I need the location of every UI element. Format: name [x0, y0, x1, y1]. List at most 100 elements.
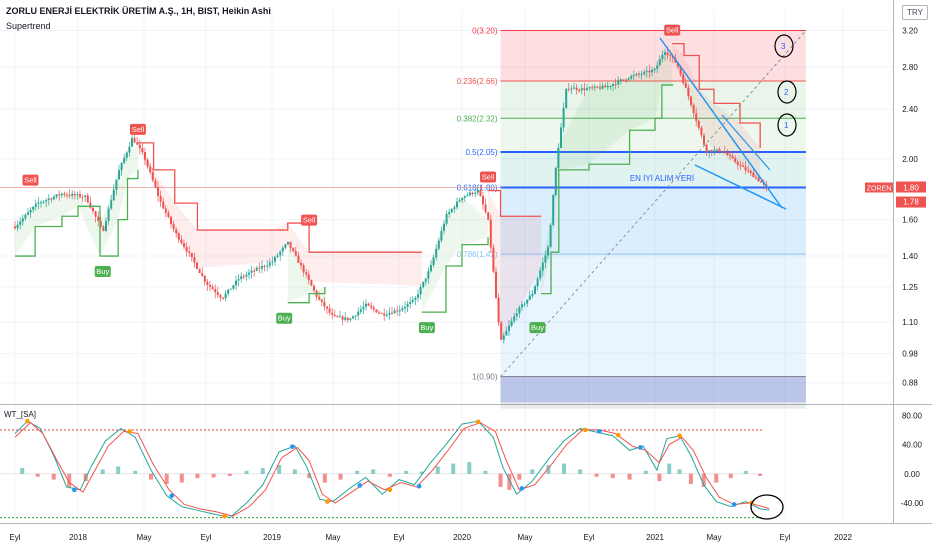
candle	[380, 313, 383, 315]
currency-button[interactable]: TRY	[902, 5, 928, 20]
candle	[479, 189, 482, 196]
candle	[570, 88, 573, 90]
candle	[263, 266, 266, 268]
cross-dot	[25, 418, 30, 424]
marker-circle	[750, 494, 784, 520]
candle	[625, 79, 627, 81]
price-tick: 0.88	[902, 379, 918, 388]
supertrend-line	[488, 189, 542, 217]
histogram-bar	[164, 473, 169, 484]
candle	[307, 274, 310, 281]
last-price-tag	[896, 181, 926, 193]
cross-dot	[677, 433, 682, 439]
candle	[606, 85, 609, 88]
candle	[185, 247, 188, 252]
candle	[593, 86, 596, 88]
fib-zone	[500, 118, 806, 153]
buy-signal: Buy	[418, 322, 435, 334]
candle	[76, 194, 79, 196]
candle	[323, 301, 326, 307]
candle	[690, 96, 692, 105]
price-tick: 2.40	[902, 105, 918, 114]
candle	[73, 193, 76, 196]
signal-label: Buy	[96, 267, 109, 276]
candle	[635, 73, 638, 76]
candle	[521, 304, 523, 308]
symbol-label: ZOREN	[867, 185, 892, 192]
candle	[580, 88, 583, 91]
candle	[388, 312, 391, 315]
cross-dot	[387, 487, 393, 493]
candle	[604, 85, 607, 88]
candle	[170, 216, 172, 225]
candle	[112, 189, 115, 201]
candle	[245, 274, 248, 277]
candle	[549, 224, 552, 248]
candle	[47, 198, 50, 201]
candle	[97, 216, 100, 222]
candle	[120, 162, 123, 171]
candle	[591, 87, 594, 89]
candle	[456, 201, 458, 208]
candle	[354, 315, 357, 317]
candle	[599, 87, 601, 89]
histogram-bar	[20, 467, 25, 474]
candle	[752, 172, 755, 178]
candle	[188, 251, 191, 253]
candle	[526, 299, 529, 304]
signal-badge	[276, 312, 293, 324]
candle	[601, 85, 604, 89]
candle	[695, 113, 698, 121]
candle	[151, 172, 154, 181]
candle	[336, 315, 339, 317]
candle	[679, 66, 682, 75]
signal-label: Buy	[531, 323, 544, 332]
candle	[393, 310, 396, 314]
candle	[42, 201, 45, 203]
histogram-bar	[179, 473, 184, 483]
candle	[729, 155, 731, 157]
price-tick: 0.98	[902, 349, 918, 358]
candle	[201, 273, 204, 276]
histogram-bar	[507, 473, 512, 490]
histogram-bar	[338, 473, 343, 480]
candle	[123, 157, 126, 163]
candle	[760, 181, 763, 183]
time-tick: 2020	[453, 533, 471, 542]
price-tick: 2.00	[902, 155, 918, 164]
marker-circle	[774, 34, 794, 58]
price-tick: 1.10	[902, 318, 918, 327]
candle	[105, 221, 107, 231]
histogram-bar	[743, 470, 748, 474]
supertrend-line	[15, 169, 139, 257]
candle	[167, 212, 170, 217]
osc-tick: 40.00	[902, 441, 923, 450]
wt2-line	[14, 421, 770, 517]
fib-zone	[500, 377, 806, 403]
indicator-name[interactable]: Supertrend	[6, 21, 51, 31]
candle	[658, 59, 661, 66]
candle	[677, 62, 679, 67]
candle	[107, 208, 110, 222]
candle	[219, 295, 222, 298]
candle	[653, 68, 656, 71]
candle	[209, 284, 211, 287]
histogram-bar	[133, 470, 138, 474]
histogram-bar	[51, 473, 56, 480]
candle	[409, 301, 412, 304]
symbol-tag	[865, 182, 893, 193]
candle	[531, 293, 534, 296]
candle	[138, 144, 141, 149]
candle	[37, 202, 40, 204]
candle	[391, 312, 393, 314]
candle	[362, 306, 365, 310]
candle	[508, 325, 510, 331]
candle	[430, 265, 432, 272]
candle	[305, 272, 308, 275]
oscillator-name[interactable]: WT_[SA]	[4, 410, 37, 419]
supertrend-fill	[541, 55, 673, 294]
candle	[435, 248, 438, 258]
candle	[341, 316, 344, 320]
candle	[703, 135, 705, 145]
